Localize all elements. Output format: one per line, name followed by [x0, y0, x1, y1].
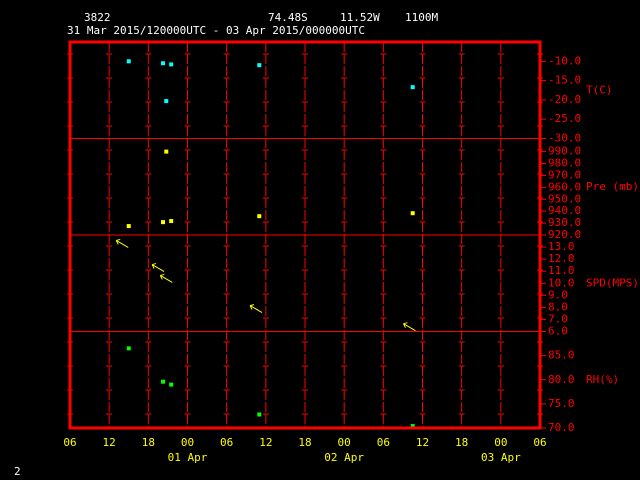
x-tick-label: 00 [338, 436, 351, 449]
y-tick-label: 7.0 [548, 312, 568, 325]
y-axis-label: RH(%) [586, 373, 619, 386]
point [161, 220, 166, 225]
x-tick-label: 06 [220, 436, 233, 449]
wind-arrow [249, 304, 263, 314]
wind-arrow [402, 322, 416, 332]
y-tick-label: -25.0 [548, 112, 581, 125]
point [410, 424, 415, 429]
point [257, 214, 262, 219]
x-tick-label: 12 [103, 436, 116, 449]
y-tick-label: 9.0 [548, 288, 568, 301]
y-tick-label: 960.0 [548, 180, 581, 193]
y-tick-label: 920.0 [548, 228, 581, 241]
wind-arrow [159, 273, 173, 283]
y-tick-label: 85.0 [548, 349, 575, 362]
station-id: 3822 [84, 11, 111, 24]
y-tick-label: 10.0 [548, 276, 575, 289]
x-tick-label: 00 [494, 436, 507, 449]
latitude: 74.48S [268, 11, 308, 24]
y-tick-label: 970.0 [548, 168, 581, 181]
y-axis-label: SPD(MPS) [586, 276, 639, 289]
point [410, 211, 415, 216]
y-axis-label: T(C) [586, 83, 613, 96]
point [126, 346, 131, 351]
wind-arrow [151, 263, 165, 273]
y-tick-label: 940.0 [548, 204, 581, 217]
y-tick-label: 13.0 [548, 240, 575, 253]
y-tick-label: 950.0 [548, 192, 581, 205]
x-tick-label: 18 [142, 436, 155, 449]
y-tick-label: 70.0 [548, 421, 575, 434]
point [161, 379, 166, 384]
y-tick-label: 980.0 [548, 157, 581, 170]
x-tick-label: 12 [416, 436, 429, 449]
elevation: 1100M [405, 11, 438, 24]
point [169, 219, 174, 224]
point [257, 412, 262, 417]
y-axis-label: Pre (mb) [586, 180, 639, 193]
point [164, 99, 169, 104]
x-tick-label: 06 [377, 436, 390, 449]
point [164, 149, 169, 154]
point [169, 62, 174, 67]
wind-arrow [115, 238, 129, 248]
page-number: 2 [14, 465, 21, 478]
x-tick-label: 00 [181, 436, 194, 449]
day-label: 01 Apr [168, 451, 208, 464]
point [161, 61, 166, 66]
point [126, 59, 131, 64]
y-tick-label: 12.0 [548, 252, 575, 265]
y-tick-label: -15.0 [548, 74, 581, 87]
y-tick-label: 8.0 [548, 300, 568, 313]
period: 31 Mar 2015/120000UTC - 03 Apr 2015/0000… [67, 24, 365, 37]
frame [68, 40, 542, 430]
y-tick-label: 11.0 [548, 264, 575, 277]
y-tick-label: 930.0 [548, 216, 581, 229]
x-tick-label: 06 [63, 436, 76, 449]
y-tick-label: 80.0 [548, 373, 575, 386]
day-label: 02 Apr [324, 451, 364, 464]
y-tick-label: -20.0 [548, 93, 581, 106]
x-tick-label: 18 [298, 436, 311, 449]
y-tick-label: 990.0 [548, 145, 581, 158]
x-tick-label: 12 [259, 436, 272, 449]
x-tick-label: 06 [533, 436, 546, 449]
day-label: 03 Apr [481, 451, 521, 464]
x-tick-label: 18 [455, 436, 468, 449]
y-tick-label: -10.0 [548, 54, 581, 67]
point [257, 63, 262, 68]
point [169, 382, 174, 387]
y-tick-label: 6.0 [548, 325, 568, 338]
point [410, 85, 415, 90]
longitude: 11.52W [340, 11, 380, 24]
y-tick-label: 75.0 [548, 397, 575, 410]
y-tick-label: -30.0 [548, 132, 581, 145]
point [126, 224, 131, 229]
